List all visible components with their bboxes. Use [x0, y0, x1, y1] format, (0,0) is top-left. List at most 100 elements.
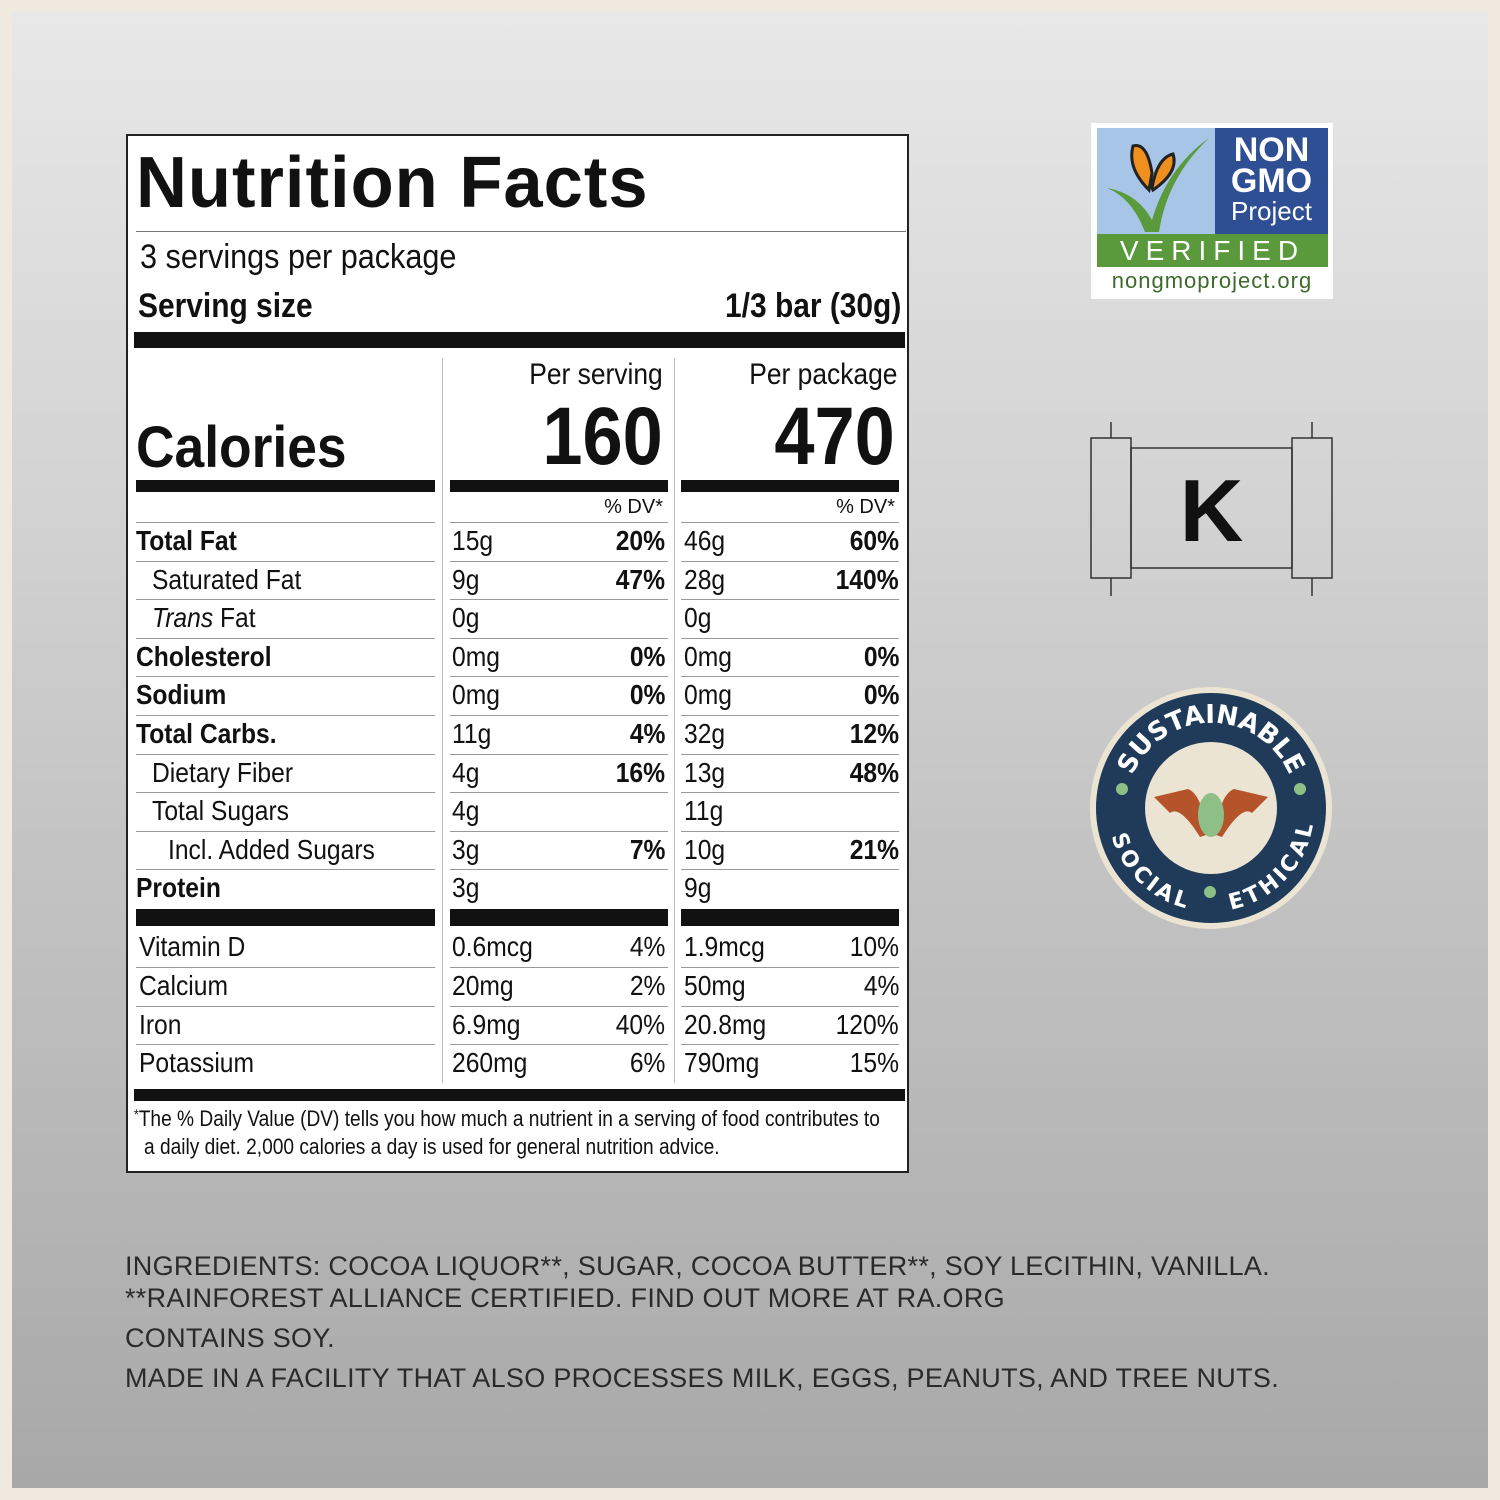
package-dv: 0% [863, 679, 899, 711]
package-amount: 20.8mg [684, 1008, 767, 1040]
serving-dv: 47% [615, 563, 665, 595]
row-divider [681, 522, 899, 523]
row-divider [681, 676, 899, 678]
thick-divider [136, 909, 435, 926]
thick-divider [681, 909, 899, 926]
serving-amount: 6.9mg [452, 1008, 521, 1040]
row-divider [681, 637, 899, 639]
package-dv: 120% [835, 1008, 899, 1040]
row-divider [450, 830, 668, 832]
calories-per-serving: 160 [542, 391, 663, 482]
row-divider [136, 599, 435, 601]
nongmo-line-2: GMO [1230, 162, 1313, 200]
serving-amount: 0.6mcg [452, 931, 533, 962]
vitamin-row: Vitamin D 0.6mcg 4% 1.9mcg 10% [128, 928, 911, 966]
nutrient-row: Total Carbs. 11g 4% 32g 12% [128, 715, 911, 753]
serving-amount: 11g [452, 718, 492, 749]
row-divider [450, 560, 668, 562]
thick-divider [681, 480, 899, 492]
serving-amount: 3g [452, 833, 480, 865]
serving-amount: 0g [452, 602, 480, 634]
serving-dv: 0% [629, 640, 665, 672]
row-divider [136, 676, 435, 678]
row-divider [136, 753, 435, 755]
package-dv: 12% [849, 718, 899, 749]
calories-label: Calories [136, 415, 347, 480]
row-divider [681, 830, 899, 832]
facility-statement: MADE IN A FACILITY THAT ALSO PROCESSES M… [125, 1363, 1280, 1393]
nongmo-verified: VERIFIED [1097, 234, 1328, 267]
package-dv: 4% [863, 969, 899, 1001]
vitamin-name: Potassium [139, 1047, 255, 1079]
row-divider [136, 966, 435, 968]
row-divider [136, 522, 435, 523]
package-dv: 0% [863, 640, 899, 672]
serving-dv: 20% [615, 525, 665, 556]
package-amount: 10g [684, 833, 726, 865]
row-divider [681, 1044, 899, 1046]
row-divider [450, 715, 668, 716]
hands-heart-icon [1154, 789, 1268, 837]
row-divider [450, 753, 668, 755]
serving-size-value: 1/3 bar (30g) [724, 287, 901, 325]
divider [136, 231, 906, 232]
thick-divider [450, 480, 668, 492]
package-amount: 46g [684, 525, 726, 556]
package-amount: 9g [684, 872, 712, 904]
serving-amount: 4g [452, 756, 480, 788]
row-divider [681, 560, 899, 562]
row-divider [681, 869, 899, 871]
kosher-k: K [1179, 461, 1244, 560]
row-divider [136, 792, 435, 794]
serving-amount: 260mg [452, 1047, 528, 1079]
row-divider [450, 792, 668, 794]
package-dv: 48% [849, 756, 899, 788]
thick-divider [134, 1089, 905, 1101]
package-amount: 0mg [684, 679, 732, 711]
nutrient-name: Total Fat [136, 525, 237, 556]
nutrient-row: Total Sugars 4g 11g [128, 792, 911, 830]
row-divider [450, 1044, 668, 1046]
ingredients-list: INGREDIENTS: COCOA LIQUOR**, SUGAR, COCO… [125, 1251, 1270, 1281]
row-divider [450, 1005, 668, 1007]
package-dv: 140% [835, 563, 899, 595]
nutrient-row: Total Fat 15g 20% 46g 60% [128, 522, 911, 560]
vitamin-name: Vitamin D [139, 931, 246, 962]
package-amount: 0mg [684, 640, 732, 672]
nutrient-row: Trans Fat 0g 0g [128, 599, 911, 637]
serving-amount: 20mg [452, 969, 514, 1001]
row-divider [136, 637, 435, 639]
serving-amount: 4g [452, 795, 480, 827]
vitamin-name: Calcium [139, 969, 229, 1001]
row-divider [450, 869, 668, 871]
row-divider [136, 1005, 435, 1007]
row-divider [450, 599, 668, 601]
nutrition-facts-label: Nutrition Facts 3 servings per package S… [126, 134, 909, 1173]
serving-dv: 4% [629, 718, 665, 749]
sustainable-social-ethical-seal: SUSTAINABLE SOCIAL ETHICAL [1088, 685, 1334, 931]
row-divider [136, 830, 435, 832]
serving-amount: 0mg [452, 640, 500, 672]
serving-dv: 6% [629, 1047, 665, 1079]
thick-divider [450, 909, 668, 926]
nutrient-row: Saturated Fat 9g 47% 28g 140% [128, 561, 911, 599]
label-title: Nutrition Facts [136, 143, 649, 223]
package-amount: 790mg [684, 1047, 760, 1079]
row-divider [136, 560, 435, 562]
package-dv: 15% [849, 1047, 899, 1079]
row-divider [681, 753, 899, 755]
thick-divider [134, 332, 905, 348]
nutrient-name: Incl. Added Sugars [168, 833, 375, 865]
nutrient-name: Dietary Fiber [152, 756, 294, 788]
serving-dv: 40% [615, 1008, 665, 1040]
scroll-icon [1090, 422, 1333, 596]
vitamin-row: Calcium 20mg 2% 50mg 4% [128, 967, 911, 1005]
nutrient-row: Dietary Fiber 4g 16% 13g 48% [128, 754, 911, 792]
nutrient-name: Trans Fat [152, 602, 256, 634]
serving-amount: 15g [452, 525, 494, 556]
row-divider [450, 522, 668, 523]
row-divider [450, 676, 668, 678]
package-amount: 50mg [684, 969, 746, 1001]
nutrient-row: Protein 3g 9g [128, 869, 911, 907]
nongmo-line-3: Project [1231, 196, 1312, 226]
